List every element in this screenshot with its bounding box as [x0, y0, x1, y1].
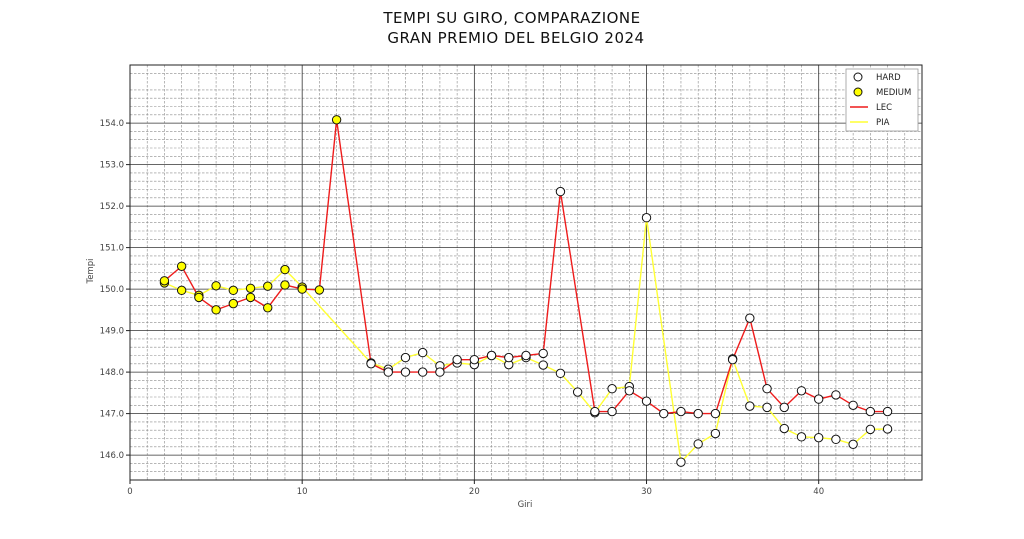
- point-lec-lap-37: [762, 384, 772, 394]
- legend-marker-medium: [853, 87, 863, 97]
- point-lec-lap-35: [727, 354, 738, 365]
- point-lec-lap-22: [504, 352, 514, 363]
- point-pia-lap-41: [831, 434, 841, 445]
- point-pia-lap-37: [762, 402, 772, 413]
- point-lec-lap-30: [641, 396, 652, 406]
- x-tick-label: 20: [469, 487, 480, 497]
- point-lec-lap-31: [659, 408, 669, 419]
- point-lec-lap-43: [865, 406, 876, 417]
- chart-title-line2: GRAN PREMIO DEL BELGIO 2024: [387, 29, 644, 47]
- point-lec-lap-28: [607, 406, 617, 417]
- point-lec-lap-3: [176, 261, 187, 271]
- point-lec-lap-36: [745, 313, 755, 323]
- point-lec-lap-41: [831, 390, 841, 400]
- legend: HARD MEDIUM LEC PIA: [845, 68, 919, 132]
- point-pia-lap-32: [676, 457, 686, 467]
- point-pia-lap-44: [882, 424, 893, 434]
- point-pia-lap-38: [779, 423, 789, 434]
- point-pia-lap-43: [865, 424, 876, 435]
- point-lec-lap-42: [848, 400, 858, 410]
- point-lec-lap-34: [710, 408, 721, 419]
- x-axis-ticks: 0 10 20 30 40: [127, 480, 824, 497]
- point-lec-lap-5: [211, 305, 221, 315]
- y-tick-label: 148.0: [100, 368, 124, 378]
- series-group: [159, 115, 893, 467]
- point-pia-lap-5: [211, 281, 221, 291]
- point-pia-lap-33: [693, 439, 703, 449]
- point-pia-lap-34: [710, 428, 721, 439]
- point-lec-lap-11: [314, 285, 325, 295]
- point-lec-lap-23: [521, 350, 531, 361]
- point-pia-lap-16: [400, 352, 411, 363]
- legend-label-medium: MEDIUM: [876, 88, 911, 98]
- point-lec-lap-21: [486, 350, 497, 361]
- chart-title-line1: TEMPI SU GIRO, COMPARAZIONE: [382, 9, 640, 27]
- point-lec-lap-18: [435, 367, 445, 377]
- point-pia-lap-40: [813, 432, 824, 443]
- x-tick-label: 30: [641, 487, 652, 497]
- point-lec-lap-2: [159, 276, 170, 286]
- point-lec-lap-25: [555, 186, 566, 197]
- y-tick-label: 154.0: [100, 119, 124, 129]
- point-pia-lap-9: [280, 264, 290, 275]
- x-tick-label: 10: [297, 487, 308, 497]
- point-lec-lap-44: [882, 406, 893, 417]
- point-pia-lap-28: [607, 384, 617, 394]
- legend-label-lec: LEC: [876, 103, 892, 113]
- point-pia-lap-24: [538, 360, 548, 370]
- y-tick-label: 146.0: [100, 451, 124, 461]
- y-tick-label: 151.0: [100, 244, 124, 254]
- point-lec-lap-16: [400, 367, 411, 377]
- x-tick-label: 40: [813, 487, 824, 497]
- y-tick-label: 152.0: [100, 202, 124, 212]
- point-lec-lap-6: [228, 298, 239, 309]
- y-tick-label: 150.0: [100, 285, 124, 295]
- point-lec-lap-4: [194, 292, 204, 303]
- plot-frame: [129, 64, 923, 481]
- point-lec-lap-20: [469, 354, 480, 365]
- point-lec-lap-27: [590, 406, 600, 417]
- y-tick-label: 147.0: [100, 410, 124, 420]
- y-tick-label: 153.0: [100, 161, 124, 171]
- legend-label-hard: HARD: [876, 73, 901, 83]
- point-pia-lap-3: [176, 285, 187, 296]
- point-lec-lap-7: [245, 292, 256, 303]
- x-tick-label: 0: [127, 487, 132, 497]
- point-lec-lap-14: [366, 359, 376, 369]
- point-lec-lap-29: [624, 386, 635, 396]
- point-lec-lap-33: [693, 408, 703, 419]
- legend-label-pia: PIA: [876, 118, 890, 128]
- legend-marker-hard: [853, 72, 863, 82]
- grid: [129, 64, 923, 481]
- point-lec-lap-39: [796, 386, 807, 396]
- point-pia-lap-17: [417, 347, 428, 358]
- point-pia-lap-30: [641, 213, 652, 223]
- y-tick-label: 149.0: [100, 327, 124, 337]
- point-lec-lap-40: [813, 394, 824, 404]
- point-lec-lap-10: [297, 284, 307, 294]
- point-pia-lap-39: [796, 432, 807, 442]
- point-lec-lap-9: [280, 280, 290, 290]
- point-lec-lap-38: [779, 402, 789, 413]
- point-pia-lap-26: [572, 387, 583, 397]
- point-pia-lap-36: [745, 401, 755, 411]
- point-lec-lap-17: [417, 367, 428, 377]
- point-pia-lap-8: [263, 281, 273, 291]
- point-pia-lap-42: [848, 439, 858, 450]
- point-pia-lap-6: [228, 285, 239, 296]
- point-lec-lap-19: [452, 354, 462, 365]
- x-axis-label: Giri: [518, 500, 533, 510]
- point-lec-lap-12: [331, 115, 342, 125]
- point-lec-lap-8: [263, 303, 273, 313]
- y-axis-label: Tempi: [86, 258, 96, 284]
- point-lec-lap-32: [676, 406, 686, 417]
- axes: [129, 64, 923, 481]
- y-axis-ticks: 146.0 147.0 148.0 149.0 150.0 151.0 152.0 153.0…: [100, 119, 130, 461]
- point-pia-lap-25: [555, 368, 566, 379]
- point-lec-lap-15: [383, 367, 393, 377]
- point-lec-lap-24: [538, 348, 548, 359]
- point-pia-lap-7: [245, 283, 256, 293]
